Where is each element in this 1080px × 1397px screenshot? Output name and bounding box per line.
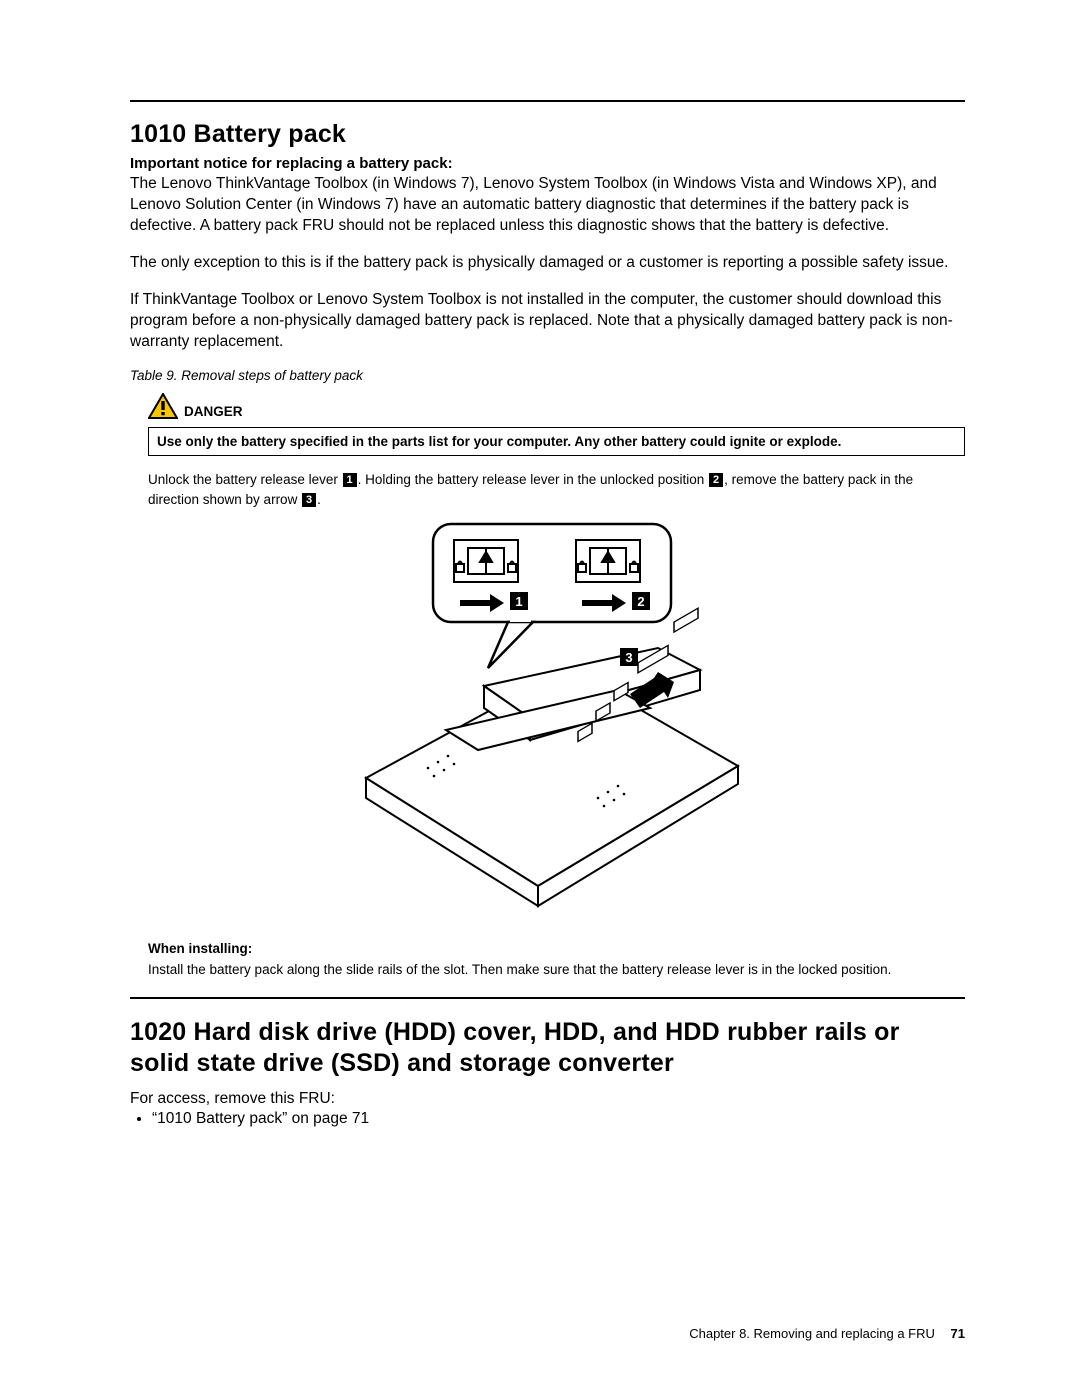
document-page: 1010 Battery pack Important notice for r… xyxy=(0,0,1080,1397)
paragraph-2: The only exception to this is if the bat… xyxy=(130,253,965,274)
top-rule xyxy=(130,100,965,102)
callout-2: 2 xyxy=(637,594,644,609)
step-marker-2: 2 xyxy=(709,473,723,487)
danger-row: DANGER xyxy=(148,393,965,419)
danger-triangle-icon xyxy=(148,393,178,419)
fru-list: “1010 Battery pack” on page 71 xyxy=(132,1110,965,1128)
when-installing-text: Install the battery pack along the slide… xyxy=(148,960,965,980)
notice-heading: Important notice for replacing a battery… xyxy=(130,155,965,172)
removal-instruction: Unlock the battery release lever 1. Hold… xyxy=(148,470,965,509)
paragraph-1: The Lenovo ThinkVantage Toolbox (in Wind… xyxy=(130,174,965,237)
fru-list-item: “1010 Battery pack” on page 71 xyxy=(152,1110,965,1128)
section-1020-title: 1020 Hard disk drive (HDD) cover, HDD, a… xyxy=(130,1017,965,1080)
danger-warning-box: Use only the battery specified in the pa… xyxy=(148,427,965,456)
mid-rule xyxy=(130,997,965,999)
step-marker-1: 1 xyxy=(343,473,357,487)
when-installing-label: When installing: xyxy=(148,941,965,956)
callout-1: 1 xyxy=(515,594,522,609)
paragraph-3: If ThinkVantage Toolbox or Lenovo System… xyxy=(130,290,965,353)
table-caption: Table 9. Removal steps of battery pack xyxy=(130,368,965,383)
callout-3: 3 xyxy=(625,650,632,665)
instr-text: . Holding the battery release lever in t… xyxy=(358,472,708,487)
instr-text: . xyxy=(317,492,321,507)
step-marker-3: 3 xyxy=(302,493,316,507)
section-1010-title: 1010 Battery pack xyxy=(130,120,965,149)
battery-removal-diagram: 1 2 xyxy=(338,518,758,923)
page-footer: Chapter 8. Removing and replacing a FRU … xyxy=(689,1326,965,1341)
access-line: For access, remove this FRU: xyxy=(130,1090,965,1108)
instr-text: Unlock the battery release lever xyxy=(148,472,342,487)
danger-label: DANGER xyxy=(184,404,243,419)
footer-chapter: Chapter 8. Removing and replacing a FRU xyxy=(689,1326,935,1341)
footer-page-number: 71 xyxy=(951,1326,965,1341)
